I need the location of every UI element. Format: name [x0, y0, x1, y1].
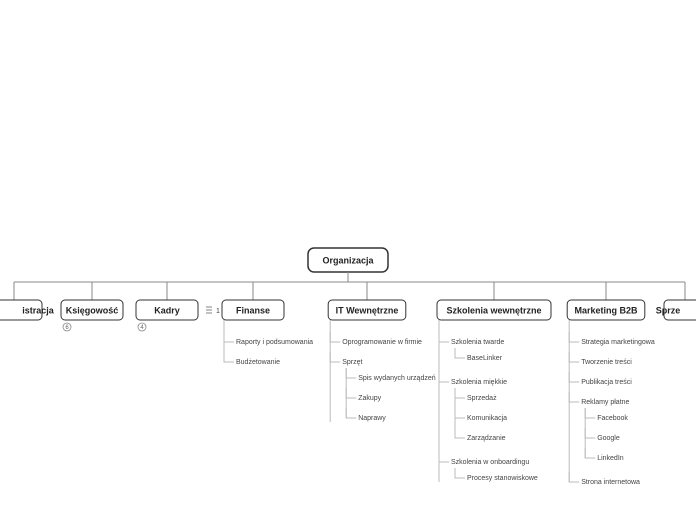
leaf-label[interactable]: Sprzedaż: [467, 395, 497, 402]
leaf-label[interactable]: LinkedIn: [597, 455, 624, 462]
leaf-label[interactable]: Publikacja treści: [581, 379, 632, 386]
leaf-label[interactable]: Szkolenia miękkie: [451, 379, 507, 386]
leaf-label[interactable]: Google: [597, 435, 620, 442]
branch-label: Księgowość: [66, 305, 119, 315]
leaf-label[interactable]: Spis wydanych urządzeń: [358, 375, 436, 382]
leaf-label[interactable]: Szkolenia twarde: [451, 339, 504, 346]
leaf-label[interactable]: Tworzenie treści: [581, 359, 632, 366]
list-icon: [206, 307, 212, 313]
leaf-label[interactable]: Strategia marketingowa: [581, 339, 655, 346]
leaf-label[interactable]: Procesy stanowiskowe: [467, 475, 538, 482]
leaf-label[interactable]: Budżetowanie: [236, 359, 280, 366]
branch-label: Kadry: [154, 305, 180, 315]
item-count: 1: [216, 308, 220, 315]
leaf-label[interactable]: Reklamy płatne: [581, 399, 629, 406]
leaf-label[interactable]: BaseLinker: [467, 355, 503, 362]
leaf-label[interactable]: Naprawy: [358, 415, 386, 422]
leaf-label[interactable]: Szkolenia w onboardingu: [451, 459, 529, 466]
leaf-label[interactable]: Facebook: [597, 415, 628, 422]
leaf-label[interactable]: Strona internetowa: [581, 479, 640, 486]
leaf-label[interactable]: Komunikacja: [467, 415, 507, 422]
branch-label: Sprze: [656, 305, 681, 315]
branch-label: Szkolenia wewnętrzne: [446, 305, 541, 315]
leaf-label[interactable]: Sprzęt: [342, 359, 362, 366]
leaf-label[interactable]: Zarządzanie: [467, 435, 506, 442]
leaf-label[interactable]: Raporty i podsumowania: [236, 339, 313, 346]
leaf-label[interactable]: Zakupy: [358, 395, 381, 402]
branch-label: Marketing B2B: [574, 305, 638, 315]
root-label: Organizacja: [322, 255, 374, 265]
leaf-label[interactable]: Oprogramowanie w firmie: [342, 339, 422, 346]
branch-label: Finanse: [236, 305, 270, 315]
branch-label: istracja: [22, 305, 55, 315]
branch-label: IT Wewnętrzne: [336, 305, 399, 315]
